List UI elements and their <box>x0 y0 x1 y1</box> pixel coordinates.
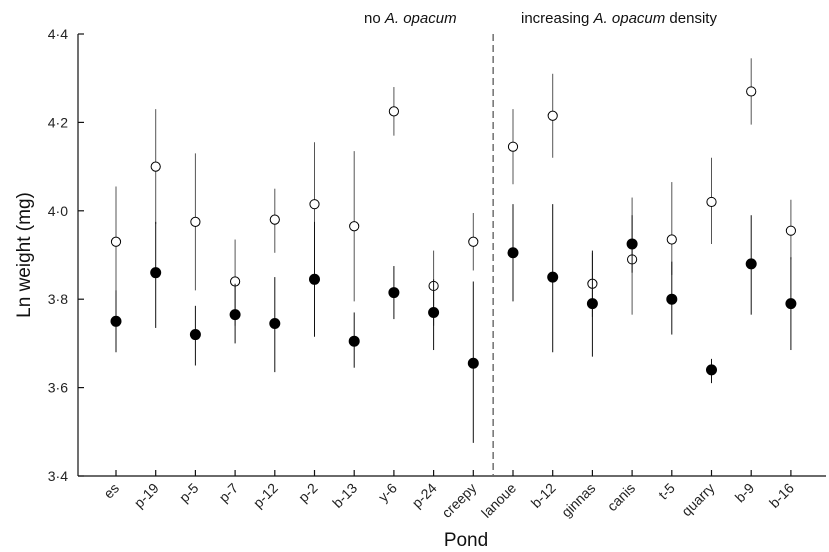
filled-point-canis <box>626 238 638 250</box>
open-point-creepy <box>468 236 479 247</box>
y-tick-label: 4·2 <box>48 114 68 130</box>
open-point-quarry <box>706 196 717 208</box>
open-point-p-2 <box>309 199 320 210</box>
filled-point-p-2 <box>309 273 320 285</box>
open-point-b-9 <box>746 86 757 97</box>
filled-point-p-19 <box>150 267 162 279</box>
open-point-b-12 <box>547 110 558 121</box>
open-point-lanoue <box>507 141 519 152</box>
x-tick-label: p-19 <box>131 480 162 511</box>
filled-point-quarry <box>706 364 717 376</box>
x-tick-label: es <box>100 480 122 502</box>
open-point-b-13 <box>349 221 360 232</box>
open-point-t-5 <box>666 234 677 245</box>
open-point-y-6 <box>388 106 399 117</box>
x-tick-label: p-5 <box>176 480 202 506</box>
x-tick-label: creepy <box>438 480 479 521</box>
open-point-p-19 <box>150 161 161 172</box>
filled-point-p-5 <box>189 329 201 341</box>
x-tick-label: b-13 <box>329 480 360 511</box>
x-tick-label: y-6 <box>375 480 400 505</box>
filled-point-y-6 <box>388 287 400 299</box>
y-tick-label: 3·6 <box>48 380 68 396</box>
group-label-increasing-opacum: increasing A. opacum density <box>521 10 717 27</box>
open-point-b-16 <box>785 225 797 236</box>
x-tick-label: p-2 <box>295 480 321 506</box>
filled-point-b-16 <box>785 298 797 310</box>
filled-point-b-13 <box>348 335 360 347</box>
x-tick-label: p-7 <box>216 480 242 506</box>
y-tick-label: 3·8 <box>48 291 68 307</box>
filled-point-lanoue <box>507 247 519 259</box>
y-tick-label: 4·0 <box>48 203 68 219</box>
x-tick-label: b-12 <box>528 480 559 511</box>
open-point-es <box>110 236 122 247</box>
filled-point-b-9 <box>745 258 757 270</box>
x-tick-label: p-12 <box>250 480 281 511</box>
filled-point-b-12 <box>547 271 559 283</box>
x-tick-label: quarry <box>678 480 717 519</box>
y-axis: 3·4 3·6 3·8 4·0 4·2 4·4 <box>48 26 84 484</box>
filled-point-ginnas <box>586 298 598 310</box>
x-tick-label: t-5 <box>655 480 678 503</box>
x-ticks: es p-19 p-5 p-7 p-12 p-2 b-13 y-6 p-24creepylano… <box>100 470 797 521</box>
filled-point-es <box>110 315 122 327</box>
x-tick-label: canis <box>604 480 638 514</box>
x-tick-label: ginnas <box>558 480 598 520</box>
y-ticks: 3·4 3·6 3·8 4·0 4·2 4·4 <box>48 26 84 484</box>
x-tick-label: b-9 <box>732 480 758 506</box>
filled-point-p-24 <box>428 306 440 318</box>
open-point-p-12 <box>269 214 280 225</box>
y-tick-label: 3·4 <box>48 468 68 484</box>
x-axis-title: Pond <box>444 530 488 551</box>
plot-area <box>110 58 797 443</box>
filled-point-creepy <box>467 357 479 369</box>
y-tick-label: 4·4 <box>48 26 68 42</box>
x-tick-label: p-24 <box>409 480 440 511</box>
x-tick-label: b-16 <box>766 480 797 511</box>
x-tick-label: lanoue <box>478 480 519 521</box>
filled-point-p-12 <box>269 318 281 330</box>
filled-point-t-5 <box>666 293 678 305</box>
y-axis-title: Ln weight (mg) <box>14 192 35 318</box>
filled-point-p-7 <box>229 309 241 321</box>
group-label-no-opacum: no A. opacum <box>364 10 457 27</box>
open-point-p-5 <box>190 216 201 227</box>
x-axis: es p-19 p-5 p-7 p-12 p-2 b-13 y-6 p-24creepylano… <box>78 470 826 521</box>
